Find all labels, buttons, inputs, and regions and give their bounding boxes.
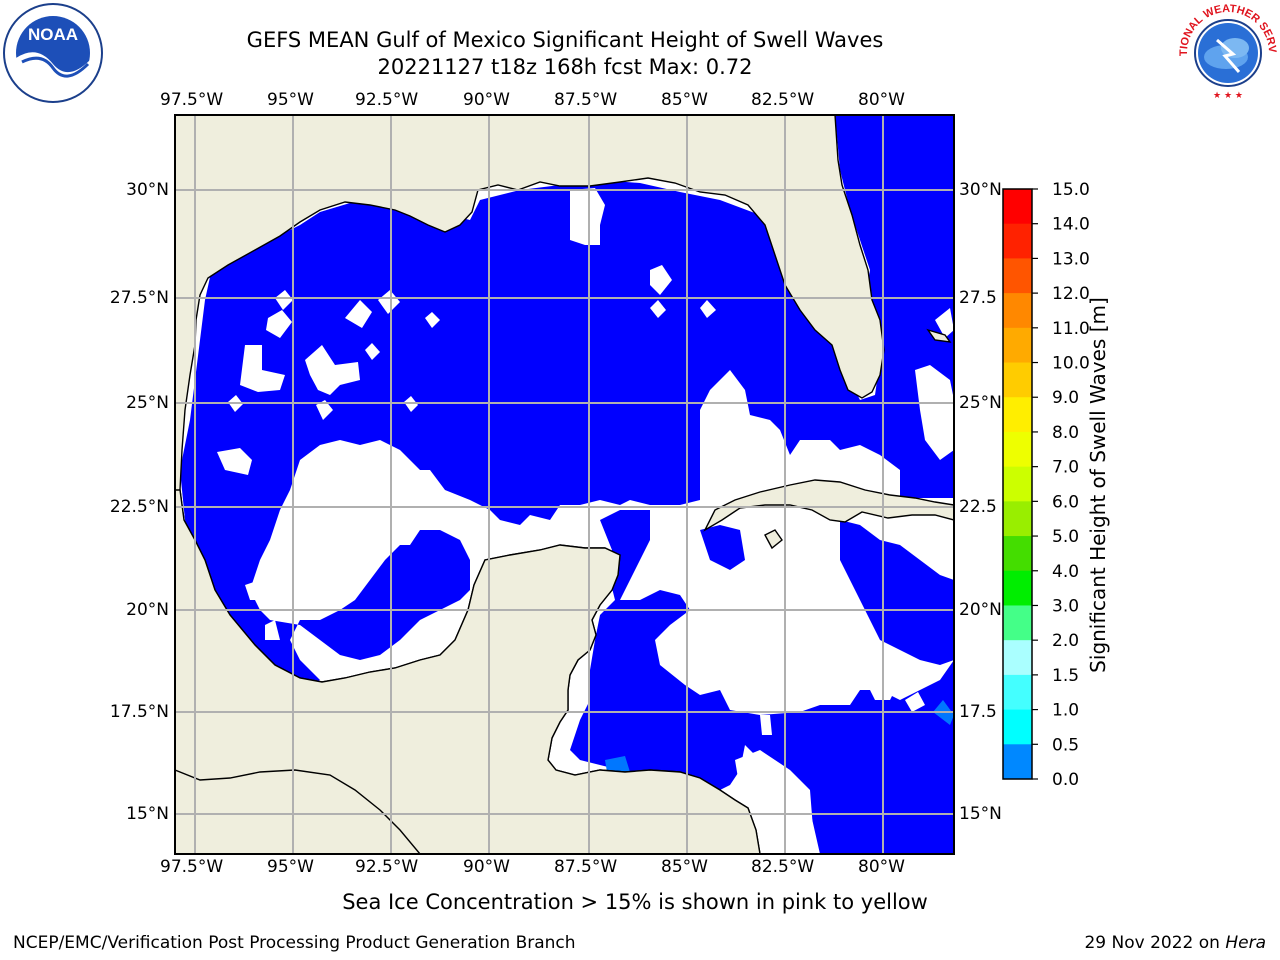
lat-label-right: 22.5	[959, 497, 997, 517]
islands	[175, 328, 954, 854]
colorbar-tick-label: 0.5	[1052, 735, 1079, 755]
run-host: Hera	[1225, 933, 1266, 953]
colorbar-segment	[1003, 536, 1032, 572]
colorbar-tick-label: 2.0	[1052, 631, 1079, 651]
lon-label-top: 82.5°W	[751, 90, 815, 110]
run-date-text: 29 Nov 2022 on	[1084, 933, 1226, 953]
colorbar-tick-label: 7.0	[1052, 458, 1079, 478]
lat-label-left: 20°N	[126, 600, 169, 620]
colorbar-tick-label: 4.0	[1052, 562, 1079, 582]
colorbar-segment	[1003, 501, 1032, 537]
colorbar-label: Significant Height of Swell Waves [m]	[1086, 297, 1110, 673]
lon-label-bottom: 90°W	[463, 857, 510, 877]
colorbar-segment	[1003, 466, 1032, 502]
colorbar-tick-label: 15.0	[1052, 180, 1090, 200]
swell-gaps	[217, 188, 954, 854]
colorbar-tick-label: 1.0	[1052, 701, 1079, 721]
lat-label-left: 22.5°N	[109, 497, 169, 517]
map-frame	[174, 114, 955, 855]
lon-label-bottom: 92.5°W	[355, 857, 419, 877]
colorbar-segment	[1003, 362, 1032, 398]
lon-label-top: 97.5°W	[160, 90, 224, 110]
lon-label-bottom: 95°W	[267, 857, 314, 877]
lon-label-top: 90°W	[463, 90, 510, 110]
lon-label-top: 80°W	[858, 90, 905, 110]
lat-label-right: 25°N	[959, 393, 1002, 413]
colorbar-segment	[1003, 709, 1032, 745]
colorbar-segment	[1003, 674, 1032, 711]
run-date: 29 Nov 2022 on Hera	[1084, 933, 1266, 953]
colorbar-tick-label: 0.0	[1052, 770, 1079, 790]
lon-label-top: 87.5°W	[554, 90, 618, 110]
colorbar-segment	[1003, 570, 1032, 606]
colorbar-tick-label: 9.0	[1052, 388, 1079, 408]
lon-label-bottom: 97.5°W	[160, 857, 224, 877]
lon-label-bottom: 85°W	[661, 857, 708, 877]
colorbar-segment	[1003, 189, 1032, 225]
lon-label-bottom: 87.5°W	[554, 857, 618, 877]
colorbar-tick-label: 1.5	[1052, 666, 1079, 686]
lon-label-top: 95°W	[267, 90, 314, 110]
colorbar-segment	[1003, 431, 1032, 468]
colorbar-segment	[1003, 397, 1032, 433]
sea-ice-footnote: Sea Ice Concentration > 15% is shown in …	[0, 890, 1280, 914]
map-title: GEFS MEAN Gulf of Mexico Significant Hei…	[246, 28, 884, 52]
lat-label-right: 30°N	[959, 180, 1002, 200]
colorbar-tick-label: 8.0	[1052, 423, 1079, 443]
colorbar-tick-label: 5.0	[1052, 527, 1079, 547]
lon-label-top: 92.5°W	[355, 90, 419, 110]
colorbar-segment	[1003, 293, 1032, 329]
cuba	[703, 479, 954, 532]
pacific-coast-central-america	[175, 489, 761, 854]
lat-label-left: 25°N	[126, 393, 169, 413]
colorbar-tick-label: 11.0	[1052, 319, 1090, 339]
colorbar-tick-label: 6.0	[1052, 492, 1079, 512]
colorbar-tick-label: 14.0	[1052, 215, 1090, 235]
lon-label-bottom: 80°W	[858, 857, 905, 877]
lon-label-bottom: 82.5°W	[751, 857, 815, 877]
nws-logo: NATIONAL WEATHER SERVICE ★ ★ ★	[1177, 2, 1278, 102]
colorbar-segment	[1003, 223, 1032, 259]
colorbar-segment	[1003, 258, 1032, 294]
graticule	[175, 115, 954, 854]
lat-label-left: 30°N	[126, 180, 169, 200]
noaa-logo-text: NOAA	[28, 25, 78, 44]
lat-label-left: 15°N	[126, 804, 169, 824]
colorbar-segment	[1003, 327, 1032, 364]
colorbar-segment	[1003, 605, 1032, 641]
lat-label-right: 20°N	[959, 600, 1002, 620]
map-subtitle: 20221127 t18z 168h fcst Max: 0.72	[377, 55, 753, 79]
lat-label-left: 17.5°N	[109, 702, 169, 722]
lon-label-top: 85°W	[661, 90, 708, 110]
colorbar-tick-label: 13.0	[1052, 249, 1090, 269]
colorbar-tick-label: 10.0	[1052, 354, 1090, 374]
lat-label-right: 27.5	[959, 288, 997, 308]
bahamas-andros	[926, 328, 952, 343]
colorbar-segment	[1003, 744, 1032, 780]
lat-label-left: 27.5°N	[109, 288, 169, 308]
svg-text:★ ★ ★: ★ ★ ★	[1213, 91, 1243, 101]
sea-ice-footnote-text: Sea Ice Concentration > 15% is shown in …	[342, 890, 928, 914]
colorbar-tick-label: 12.0	[1052, 284, 1090, 304]
credit-line: NCEP/EMC/Verification Post Processing Pr…	[13, 933, 576, 953]
colorbar-frame	[1002, 188, 1033, 780]
colorbar-tick-label: 3.0	[1052, 596, 1079, 616]
lat-label-right: 15°N	[959, 804, 1002, 824]
noaa-logo: NOAA	[3, 3, 103, 103]
colorbar-segment	[1003, 640, 1032, 676]
lat-label-right: 17.5	[959, 702, 997, 722]
isla-de-la-juventud	[764, 529, 783, 550]
